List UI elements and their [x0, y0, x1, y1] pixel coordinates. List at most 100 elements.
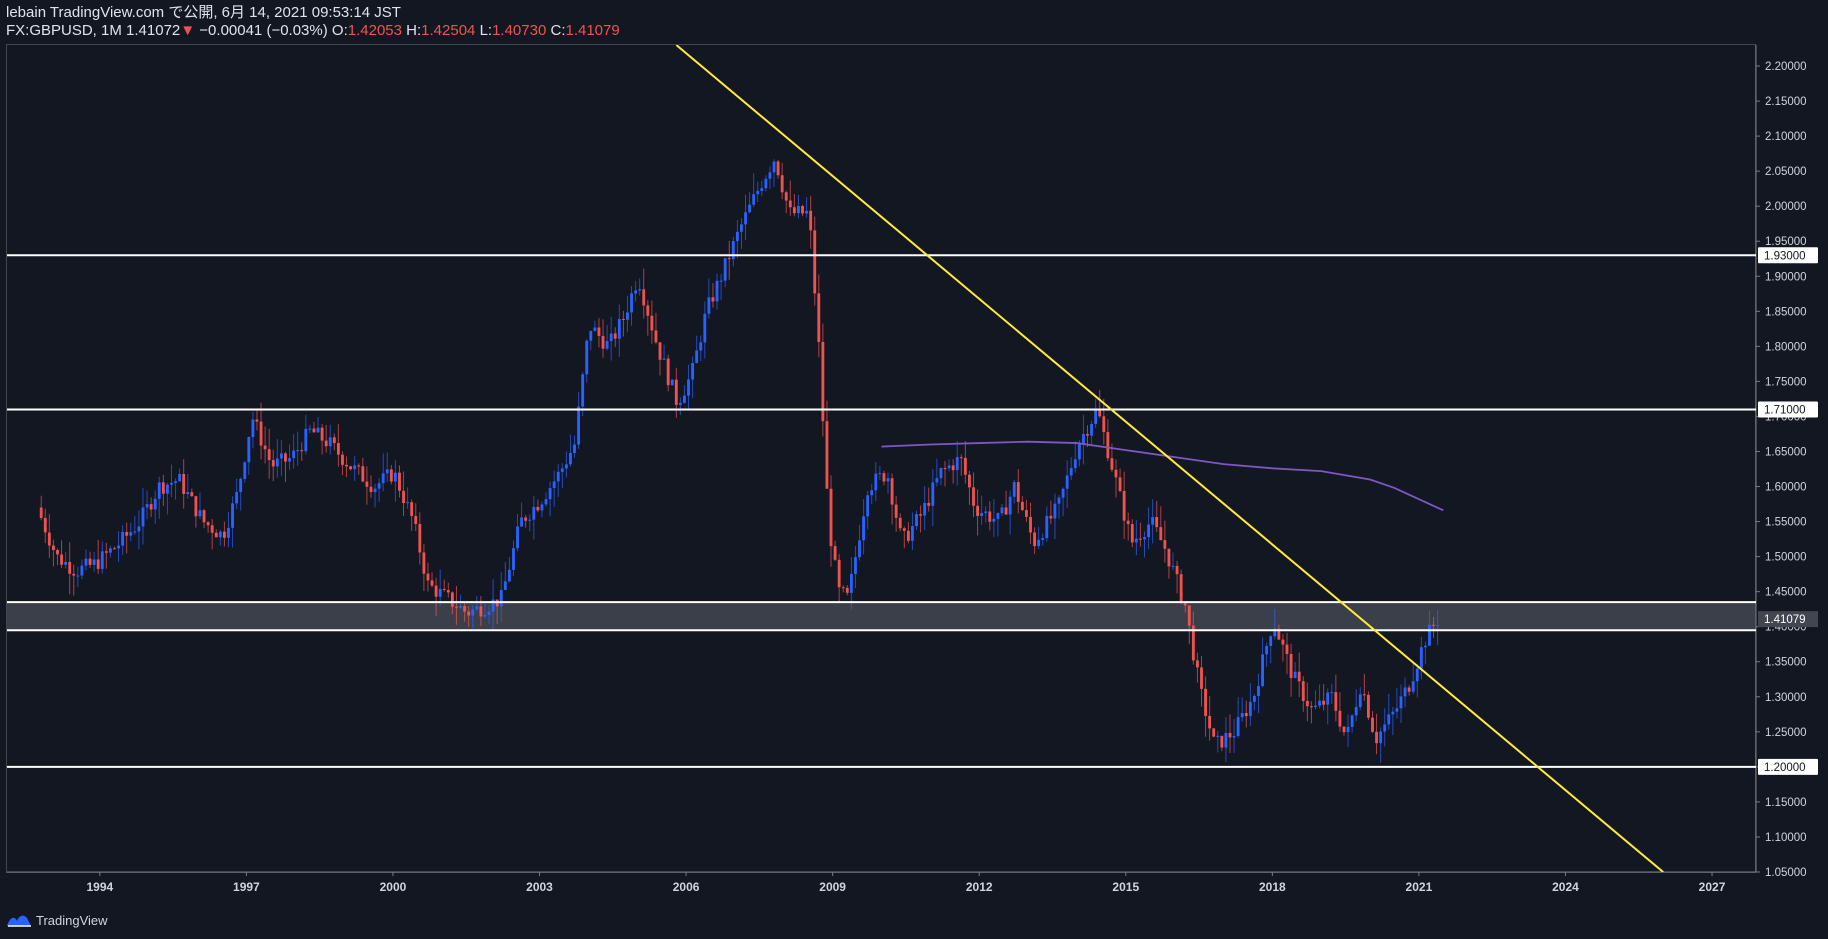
- candle-body: [1379, 731, 1383, 744]
- candle-body: [288, 458, 291, 462]
- candle-body: [247, 437, 251, 463]
- candle-body: [1200, 667, 1203, 689]
- candle-body: [1163, 540, 1167, 549]
- candle-body: [992, 518, 996, 522]
- candle-body: [780, 175, 784, 193]
- low-label: L:: [479, 22, 493, 39]
- candle-body: [1395, 708, 1399, 712]
- candle-body: [638, 289, 642, 291]
- candle-body: [210, 525, 214, 533]
- candle-body: [792, 207, 796, 214]
- candle-body: [532, 506, 536, 520]
- candle-body: [727, 258, 731, 260]
- tradingview-logo-icon[interactable]: [6, 912, 32, 928]
- candle-body: [683, 395, 686, 403]
- candle-body: [357, 465, 361, 467]
- candle-body: [414, 515, 418, 525]
- price-change: −0.00041 (−0.03%): [199, 22, 328, 39]
- candle-body: [544, 499, 548, 505]
- candle-body: [988, 511, 992, 522]
- candle-body: [768, 172, 772, 179]
- candle-body: [161, 482, 165, 494]
- candle-body: [64, 561, 68, 565]
- candle-body: [923, 502, 927, 516]
- price-tick-label: 1.60000: [1765, 482, 1807, 494]
- level-price-label: 1.20000: [1764, 762, 1806, 774]
- candle-body: [267, 449, 271, 461]
- candle-body: [47, 532, 51, 546]
- candle-body: [149, 504, 153, 510]
- candle-body: [1257, 686, 1260, 696]
- candle-body: [1175, 565, 1179, 575]
- price-tick-label: 1.30000: [1765, 692, 1807, 704]
- candle-body: [849, 573, 853, 593]
- trendline: [675, 45, 1664, 872]
- candle-body: [601, 335, 605, 349]
- candle-body: [227, 527, 230, 538]
- candle-body: [243, 462, 247, 479]
- high-value: 1.42504: [421, 22, 476, 39]
- candle-body: [1171, 565, 1175, 567]
- candle-body: [626, 312, 629, 320]
- candle-body: [564, 464, 568, 469]
- price-tick-label: 2.15000: [1765, 96, 1807, 108]
- time-tick-label: 2003: [526, 880, 553, 894]
- candle-body: [72, 573, 76, 576]
- candle-body: [556, 471, 560, 482]
- candle-body: [1309, 706, 1313, 708]
- footer: TradingView: [6, 910, 108, 930]
- candle-body: [935, 478, 939, 483]
- candle-body: [963, 457, 967, 475]
- moving-average-line: [881, 440, 1444, 512]
- symbol-label: FX:GBPUSD, 1M: [6, 22, 122, 39]
- candle-body: [1000, 507, 1004, 514]
- candle-body: [642, 289, 646, 306]
- candle-body: [813, 230, 817, 294]
- candle-body: [1403, 687, 1407, 697]
- candle-body: [516, 526, 519, 549]
- candle-body: [121, 531, 125, 546]
- candle-body: [284, 453, 287, 462]
- level-price-tag: [1758, 247, 1818, 264]
- candle-body: [748, 204, 752, 213]
- candle-body: [1151, 517, 1155, 525]
- candle-body: [1134, 538, 1138, 543]
- level-price-label: 1.93000: [1764, 250, 1806, 262]
- candle-body: [1045, 515, 1049, 539]
- candle-body: [740, 224, 743, 232]
- candle-body: [345, 464, 348, 467]
- candle-body: [145, 504, 149, 508]
- candle-body: [459, 606, 462, 608]
- candle-body: [1240, 712, 1244, 718]
- time-tick-label: 1994: [86, 880, 113, 894]
- price-tick-label: 1.05000: [1765, 867, 1807, 879]
- candle-body: [1261, 654, 1264, 687]
- candle-body: [430, 580, 434, 586]
- footer-brand[interactable]: TradingView: [36, 912, 108, 928]
- candle-body: [1342, 726, 1346, 733]
- candle-body: [646, 305, 650, 316]
- candle-body: [300, 450, 304, 452]
- candle-body: [341, 454, 344, 465]
- time-tick-label: 2021: [1406, 880, 1433, 894]
- candle-body: [182, 473, 186, 494]
- candle-body: [866, 495, 870, 517]
- candle-body: [471, 609, 475, 616]
- candle-body: [377, 483, 381, 489]
- candle-body: [695, 350, 699, 364]
- price-tick-label: 1.90000: [1765, 271, 1807, 283]
- candle-body: [479, 606, 483, 617]
- time-tick-label: 2015: [1112, 880, 1139, 894]
- candle-body: [1354, 707, 1358, 716]
- candle-body: [373, 488, 377, 492]
- candle-body: [1220, 735, 1224, 748]
- candle-body: [239, 478, 243, 493]
- candle-body: [84, 558, 88, 566]
- candle-body: [589, 330, 593, 341]
- candle-body: [1187, 605, 1191, 626]
- candle-body: [402, 490, 405, 504]
- candle-body: [858, 540, 861, 558]
- candle-body: [658, 342, 662, 360]
- candle-body: [1399, 696, 1403, 709]
